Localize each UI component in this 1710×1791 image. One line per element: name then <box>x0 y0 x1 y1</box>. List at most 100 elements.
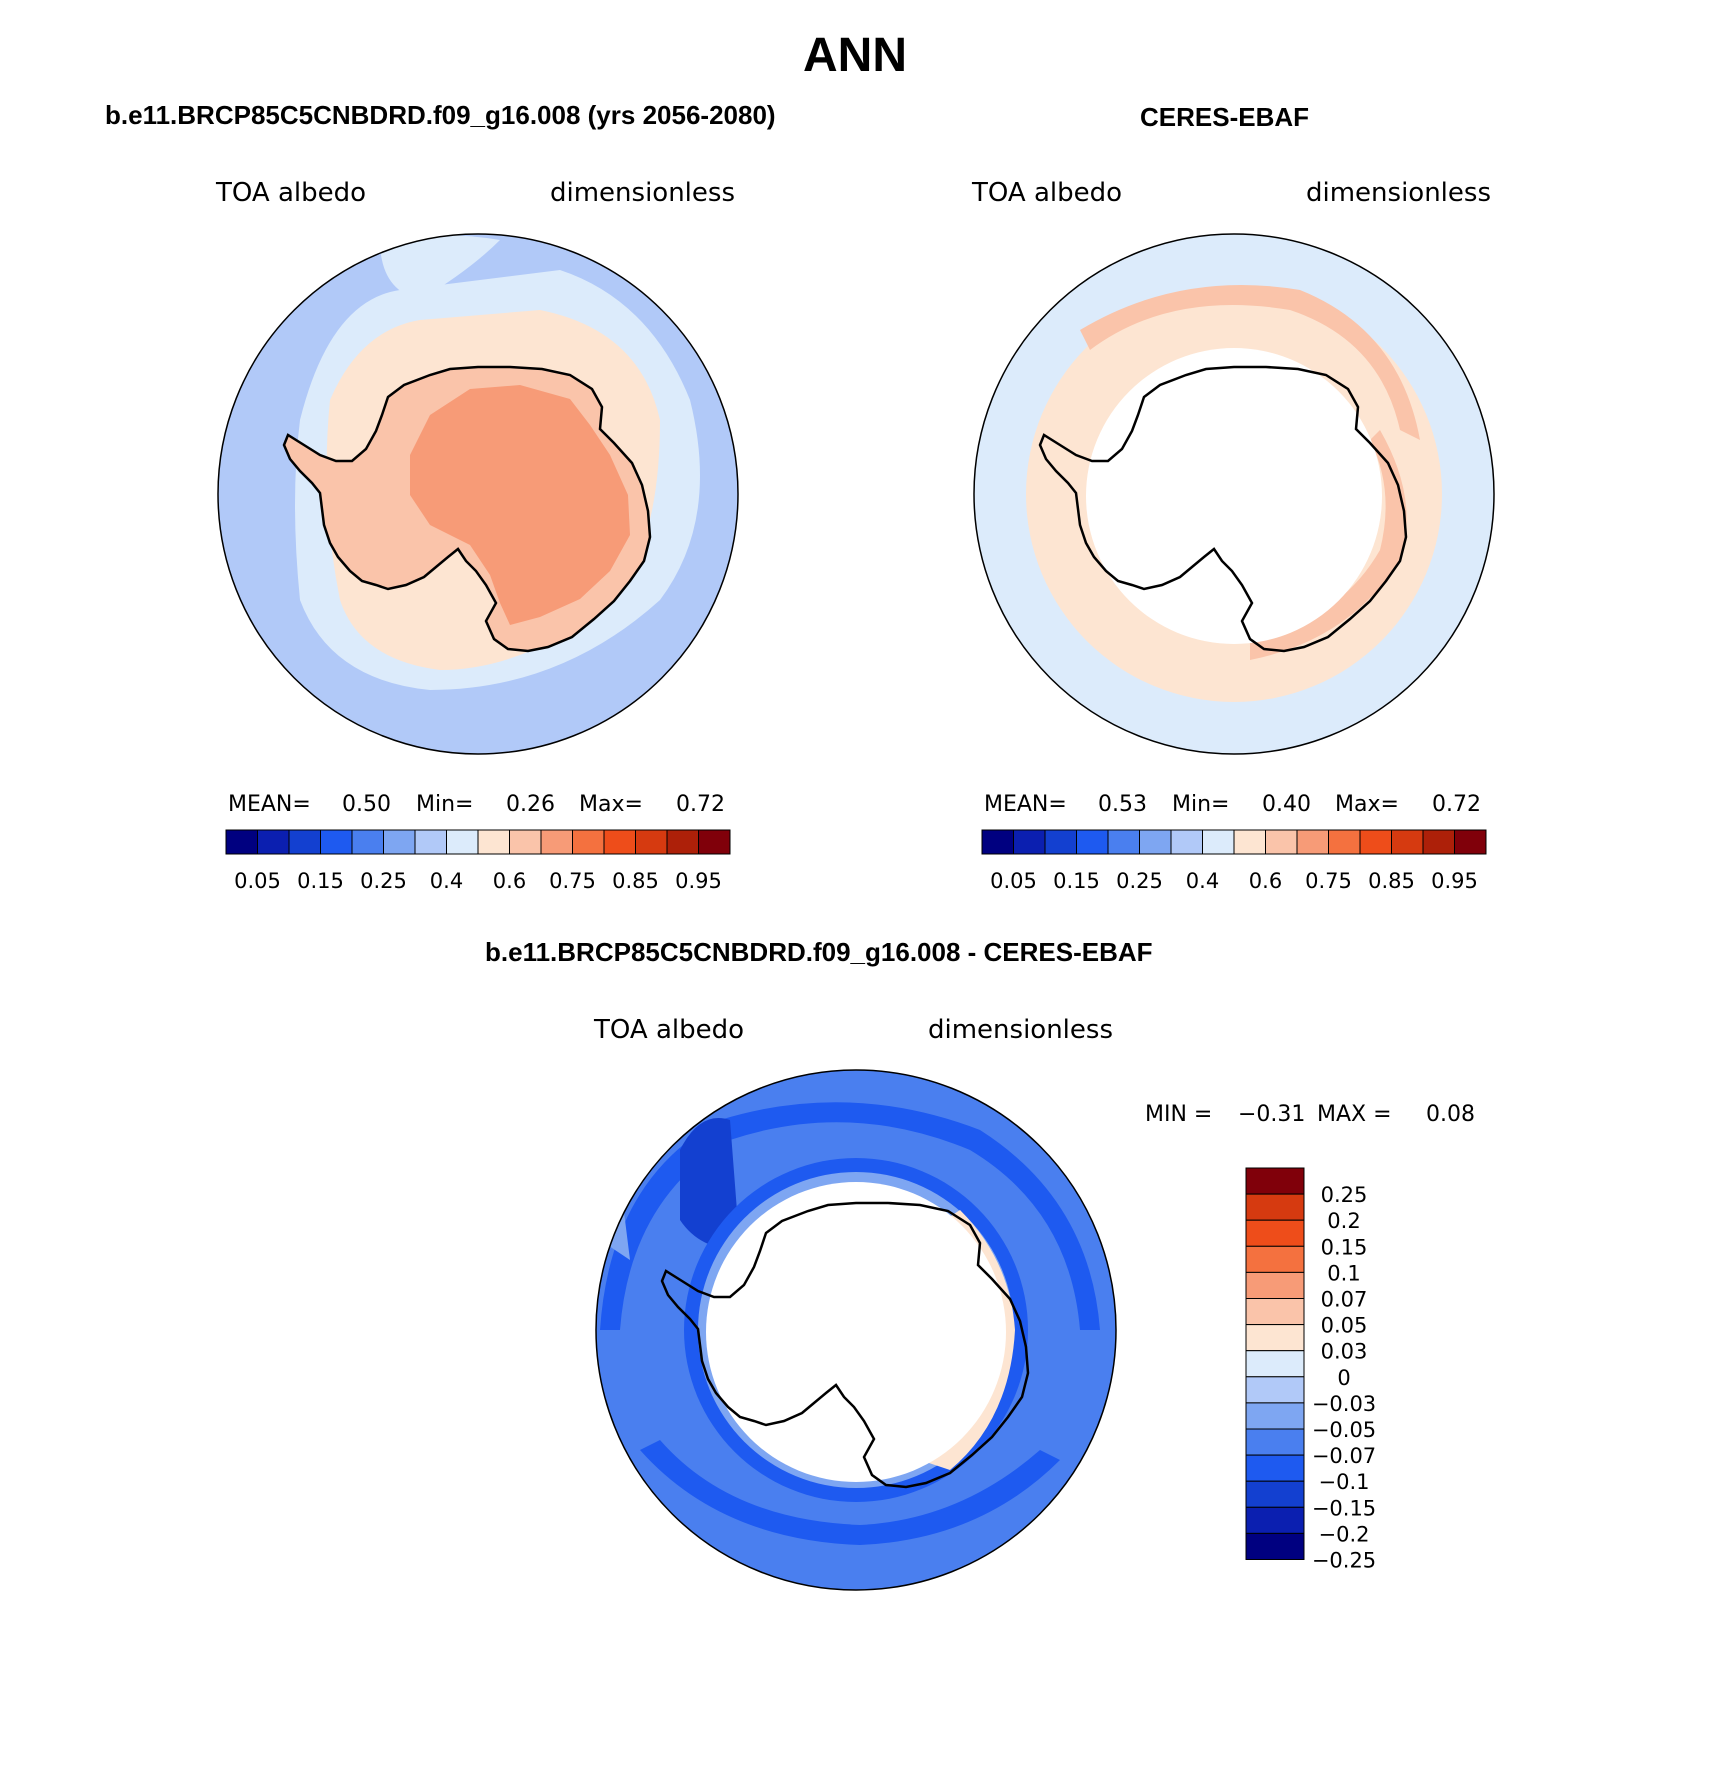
colorbar-diff-tick-label: 0.25 <box>1321 1183 1368 1207</box>
colorbar-diff-tick-label: 0.2 <box>1327 1209 1360 1233</box>
colorbar-model-swatch <box>446 829 479 855</box>
colorbar-diff-tick-label: 0.05 <box>1321 1314 1368 1338</box>
diff-min-value: −0.31 <box>1238 1102 1306 1127</box>
colorbar-obs-swatch <box>1265 829 1298 855</box>
map-model <box>218 234 738 754</box>
units-label-obs: dimensionless <box>1306 178 1491 208</box>
colorbar-obs-swatch <box>1107 829 1140 855</box>
colorbar-obs-tick-label: 0.75 <box>1305 869 1352 893</box>
stat-min-obs: 0.40 <box>1262 792 1311 817</box>
colorbar-diff-swatch <box>1245 1324 1305 1352</box>
colorbar-diff-swatch <box>1245 1376 1305 1404</box>
colorbar-obs-tick-label: 0.4 <box>1186 869 1219 893</box>
colorbar-model-tick-label: 0.05 <box>234 869 281 893</box>
colorbar-diff-swatch <box>1245 1454 1305 1482</box>
colorbar-model-swatch <box>698 829 731 855</box>
variable-label-model: TOA albedo <box>216 178 367 208</box>
colorbar-obs-swatch <box>1233 829 1266 855</box>
stat-max-label-obs: Max= <box>1335 792 1399 817</box>
map-diff <box>596 1070 1116 1590</box>
colorbar-obs-tick-label: 0.05 <box>990 869 1037 893</box>
colorbar-obs-swatch <box>1328 829 1361 855</box>
diff-min-label: MIN = <box>1145 1102 1213 1127</box>
colorbar-obs-swatch <box>1076 829 1109 855</box>
colorbar-model-tick-label: 0.6 <box>493 869 526 893</box>
colorbar-diff-tick-label: −0.25 <box>1312 1549 1376 1573</box>
colorbar-diff-swatch <box>1245 1350 1305 1378</box>
colorbar-model-swatch <box>666 829 699 855</box>
colorbar-model-swatch <box>351 829 384 855</box>
panel-title-obs: CERES-EBAF <box>1140 102 1310 132</box>
colorbar-model-swatch <box>225 829 258 855</box>
diff-max-label: MAX = <box>1317 1102 1392 1127</box>
stat-max-label-model: Max= <box>579 792 643 817</box>
colorbar-model-swatch <box>414 829 447 855</box>
stat-max-obs: 0.72 <box>1432 792 1481 817</box>
colorbar-diff-swatch <box>1245 1506 1305 1534</box>
colorbar-diff: 0.250.20.150.10.070.050.030−0.03−0.05−0.… <box>1245 1167 1376 1573</box>
colorbar-diff-tick-label: −0.2 <box>1319 1522 1370 1546</box>
colorbar-obs-tick-label: 0.6 <box>1249 869 1282 893</box>
colorbar-obs-swatch <box>1139 829 1172 855</box>
colorbar-obs-swatch <box>1422 829 1455 855</box>
colorbar-diff-tick-label: 0 <box>1337 1366 1350 1390</box>
colorbar-obs-swatch <box>1013 829 1046 855</box>
colorbar-diff-tick-label: 0.1 <box>1327 1261 1360 1285</box>
colorbar-model-tick-label: 0.95 <box>675 869 722 893</box>
colorbar-model-tick-label: 0.85 <box>612 869 659 893</box>
colorbar-obs-swatch <box>1170 829 1203 855</box>
colorbar-diff-tick-label: −0.15 <box>1312 1496 1376 1520</box>
colorbar-obs-swatch <box>981 829 1014 855</box>
colorbar-model-swatch <box>383 829 416 855</box>
colorbar-model-swatch <box>257 829 290 855</box>
colorbar-diff-tick-label: −0.05 <box>1312 1418 1376 1442</box>
colorbar-obs-swatch <box>1202 829 1235 855</box>
colorbar-model-swatch <box>477 829 510 855</box>
colorbar-model-swatch <box>320 829 353 855</box>
colorbar-diff-swatch <box>1245 1245 1305 1273</box>
colorbar-obs-tick-label: 0.25 <box>1116 869 1163 893</box>
stat-mean-label-model: MEAN= <box>228 792 311 817</box>
colorbar-diff-tick-label: −0.1 <box>1319 1470 1370 1494</box>
colorbar-diff-tick-label: 0.03 <box>1321 1340 1368 1364</box>
map-boundary-model <box>217 233 739 755</box>
colorbar-model-tick-label: 0.75 <box>549 869 596 893</box>
colorbar-model-swatch <box>635 829 668 855</box>
diff-max-value: 0.08 <box>1426 1102 1475 1127</box>
colorbar-diff-tick-label: 0.07 <box>1321 1288 1368 1312</box>
stat-min-model: 0.26 <box>506 792 555 817</box>
colorbar-diff-swatch <box>1245 1193 1305 1221</box>
stat-mean-label-obs: MEAN= <box>984 792 1067 817</box>
map-boundary-obs <box>973 233 1495 755</box>
colorbar-model-tick-label: 0.4 <box>430 869 463 893</box>
colorbar-model: 0.05 0.15 0.25 0.4 0.6 0.75 0.85 0.95 <box>225 829 731 893</box>
stat-mean-model: 0.50 <box>342 792 391 817</box>
units-label-model: dimensionless <box>550 178 735 208</box>
stat-min-label-obs: Min= <box>1172 792 1230 817</box>
colorbar-model-swatch <box>603 829 636 855</box>
colorbar-diff-swatch <box>1245 1428 1305 1456</box>
colorbar-model-tick-label: 0.15 <box>297 869 344 893</box>
colorbar-obs-swatch <box>1359 829 1392 855</box>
stat-max-model: 0.72 <box>676 792 725 817</box>
colorbar-model-swatch <box>509 829 542 855</box>
colorbar-obs-swatch <box>1391 829 1424 855</box>
colorbar-obs-swatch <box>1044 829 1077 855</box>
colorbar-obs-swatch <box>1296 829 1329 855</box>
map-boundary-diff <box>595 1069 1117 1591</box>
colorbar-diff-swatch <box>1245 1271 1305 1300</box>
panel-title-diff: b.e11.BRCP85C5CNBDRD.f09_g16.008 - CERES… <box>485 937 1153 967</box>
colorbar-obs-tick-label: 0.95 <box>1431 869 1478 893</box>
stat-mean-obs: 0.53 <box>1098 792 1147 817</box>
colorbar-obs: 0.05 0.15 0.25 0.4 0.6 0.75 0.85 0.95 <box>981 829 1487 893</box>
main-title: ANN <box>803 29 907 82</box>
colorbar-diff-swatch <box>1245 1532 1305 1561</box>
colorbar-diff-swatch <box>1245 1480 1305 1508</box>
colorbar-model-tick-label: 0.25 <box>360 869 407 893</box>
colorbar-model-swatch <box>540 829 573 855</box>
colorbar-model-swatch <box>572 829 605 855</box>
variable-label-obs: TOA albedo <box>972 178 1123 208</box>
colorbar-obs-swatch <box>1454 829 1487 855</box>
colorbar-diff-swatch <box>1245 1167 1305 1195</box>
